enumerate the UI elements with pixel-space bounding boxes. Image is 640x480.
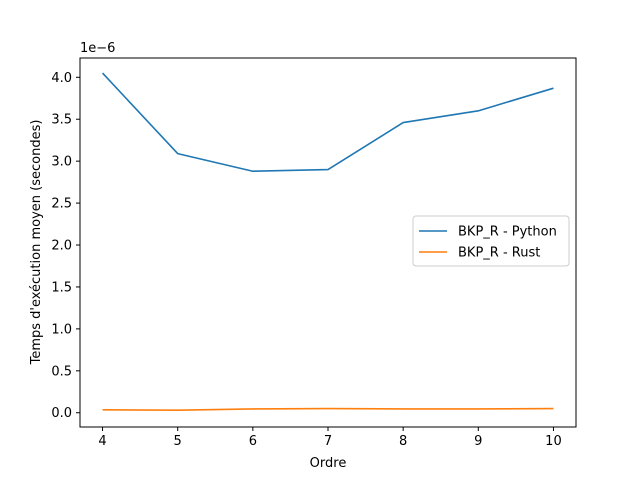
x-tick-label: 10 <box>545 434 562 449</box>
legend-box <box>412 215 570 267</box>
y-tick-label: 0.0 <box>51 406 72 421</box>
y-tick-label: 3.5 <box>51 113 72 128</box>
y-tick-label: 4.0 <box>51 71 72 86</box>
legend-label: BKP_R - Rust <box>458 246 540 261</box>
series-line-1 <box>102 407 554 412</box>
x-axis-label: Ordre <box>310 456 347 471</box>
y-tick-label: 3.0 <box>51 155 72 170</box>
x-axis: 4 5 6 7 8 9 10 <box>98 427 562 449</box>
legend-label: BKP_R - Python <box>458 225 557 240</box>
y-tick-label: 1.5 <box>51 280 72 295</box>
y-axis: 0.0 0.5 1.0 1.5 2.0 2.5 3.0 3.5 4.0 <box>51 71 80 421</box>
series-line-0 <box>101 72 554 173</box>
x-tick-label: 6 <box>249 434 257 449</box>
legend: BKP_R - Python BKP_R - Rust <box>412 215 570 267</box>
x-tick-label: 5 <box>174 434 182 449</box>
x-tick-label: 8 <box>399 434 407 449</box>
y-tick-label: 2.0 <box>51 239 72 254</box>
x-tick-label: 4 <box>98 434 106 449</box>
x-tick-label: 7 <box>324 434 332 449</box>
y-axis-multiplier: 1e−6 <box>80 41 115 56</box>
series-layer <box>101 72 554 412</box>
y-tick-label: 1.0 <box>51 322 72 337</box>
x-tick-label: 9 <box>474 434 482 449</box>
y-axis-label: Temps d'exécution moyen (secondes) <box>29 120 44 366</box>
y-tick-label: 2.5 <box>51 197 72 212</box>
y-tick-label: 0.5 <box>51 364 72 379</box>
